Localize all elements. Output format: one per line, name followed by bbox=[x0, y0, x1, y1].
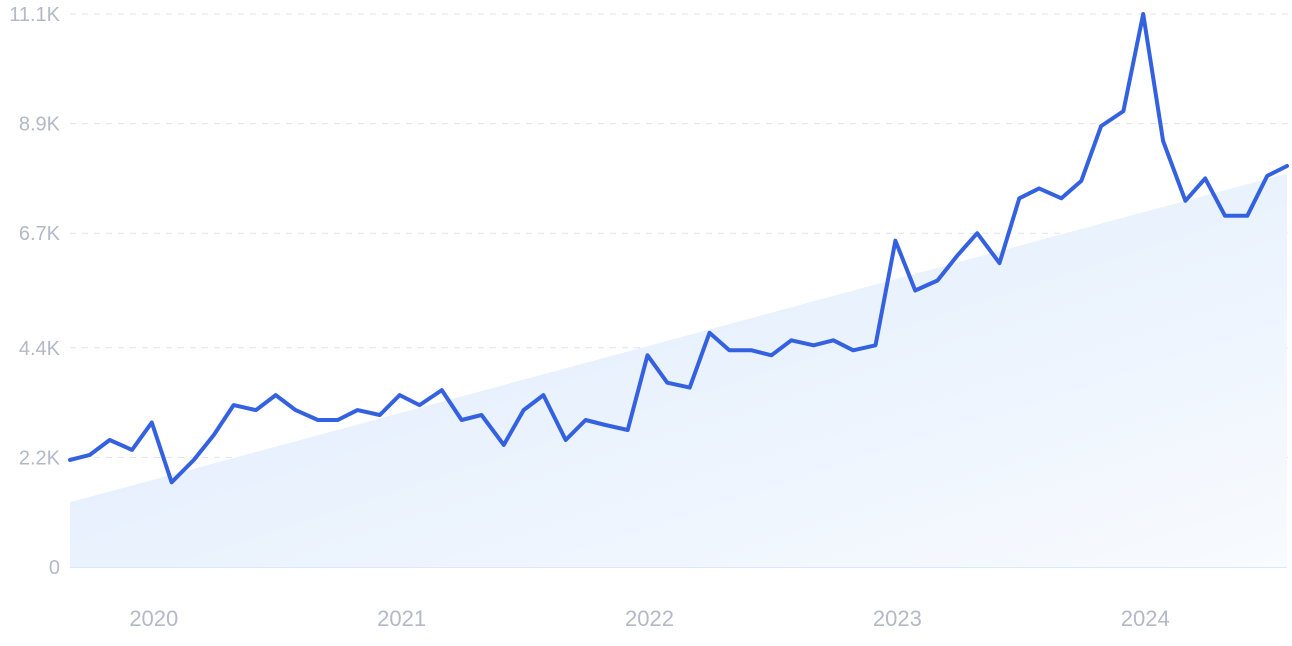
y-axis-ticks: 0 2.2K 4.4K 6.7K 8.9K 11.1K bbox=[9, 4, 60, 579]
x-tick-label: 2023 bbox=[873, 606, 922, 631]
trend-area-layer bbox=[70, 173, 1287, 568]
y-tick-label: 2.2K bbox=[19, 447, 61, 469]
x-axis-ticks: 2020 2021 2022 2023 2024 bbox=[129, 606, 1169, 631]
y-tick-label: 8.9K bbox=[19, 114, 61, 136]
x-tick-label: 2022 bbox=[625, 606, 674, 631]
series-line bbox=[68, 12, 1289, 485]
y-tick-label: 11.1K bbox=[9, 4, 60, 26]
series-line-layer bbox=[68, 12, 1289, 485]
y-tick-label: 0 bbox=[49, 557, 60, 579]
x-tick-label: 2020 bbox=[129, 606, 178, 631]
x-tick-label: 2021 bbox=[377, 606, 426, 631]
y-tick-label: 6.7K bbox=[19, 223, 61, 245]
y-tick-label: 4.4K bbox=[19, 338, 61, 360]
x-tick-label: 2024 bbox=[1121, 606, 1170, 631]
trend-area bbox=[70, 173, 1287, 568]
